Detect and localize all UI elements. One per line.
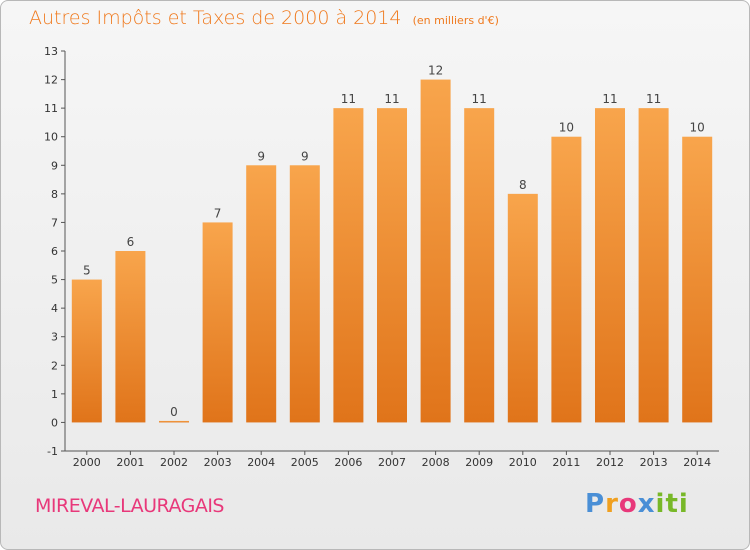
y-tick-label: 0 <box>51 416 58 429</box>
bar-2011[interactable] <box>551 136 582 423</box>
bars: 5 6 0 7 9 9 11 11 12 11 8 10 11 11 10 <box>71 64 713 423</box>
chart-title: Autres Impôts et Taxes de 2000 à 2014 <box>29 7 402 29</box>
bar-2008[interactable] <box>420 79 451 423</box>
proxiti-logo[interactable]: Proxiti <box>585 489 689 519</box>
y-tick-label: 8 <box>51 188 58 201</box>
y-tick-label: 4 <box>51 302 58 315</box>
value-label-2013: 11 <box>646 92 661 106</box>
bar-2006[interactable] <box>333 108 364 423</box>
y-tick-label: 6 <box>51 245 58 258</box>
y-tick-label: 7 <box>51 216 58 229</box>
y-tick-label: 12 <box>44 74 58 87</box>
x-tick-label: 2004 <box>247 456 275 469</box>
bar-2001[interactable] <box>115 251 146 423</box>
value-label-2001: 6 <box>127 235 135 249</box>
y-tick-label: 1 <box>51 388 58 401</box>
y-tick-label: 13 <box>44 45 58 58</box>
x-tick-label: 2008 <box>422 456 450 469</box>
bar-2004[interactable] <box>246 165 277 423</box>
x-tick-label: 2005 <box>291 456 319 469</box>
chart-subtitle: (en milliers d'€) <box>412 14 499 27</box>
x-tick-label: 2014 <box>683 456 711 469</box>
value-label-2006: 11 <box>341 92 356 106</box>
x-tick-label: 2012 <box>596 456 624 469</box>
value-label-2005: 9 <box>301 149 309 163</box>
y-tick-label: 10 <box>44 131 58 144</box>
x-tick-label: 2011 <box>552 456 580 469</box>
bar-2003[interactable] <box>202 222 233 423</box>
title-row: Autres Impôts et Taxes de 2000 à 2014 (e… <box>29 7 499 29</box>
value-label-2007: 11 <box>384 92 399 106</box>
bar-2002[interactable] <box>159 420 189 423</box>
x-tick-label: 2007 <box>378 456 406 469</box>
commune-name: MIREVAL-LAURAGAIS <box>35 495 225 517</box>
x-tick-label: 2002 <box>160 456 188 469</box>
value-label-2009: 11 <box>472 92 487 106</box>
x-tick-label: 2006 <box>334 456 362 469</box>
bar-2000[interactable] <box>71 279 102 423</box>
value-label-2012: 11 <box>602 92 617 106</box>
value-label-2003: 7 <box>214 206 222 220</box>
y-tick-label: 3 <box>51 331 58 344</box>
x-tick-label: 2003 <box>204 456 232 469</box>
bar-2009[interactable] <box>464 108 495 423</box>
y-tick-label: 9 <box>51 159 58 172</box>
bar-2013[interactable] <box>638 108 669 423</box>
value-label-2011: 10 <box>559 121 574 135</box>
x-axis: 2000 2001 2002 2003 2004 2005 2006 2007 2008 2009… <box>65 450 719 469</box>
x-tick-label: 2010 <box>509 456 537 469</box>
x-tick-label: 2009 <box>465 456 493 469</box>
y-tick-label: 2 <box>51 359 58 372</box>
x-tick-label: 2001 <box>116 456 144 469</box>
bar-2007[interactable] <box>377 108 407 423</box>
value-label-2008: 12 <box>428 64 443 78</box>
x-tick-label: 2013 <box>640 456 668 469</box>
bar-2010[interactable] <box>507 193 538 423</box>
y-tick-label: 11 <box>44 102 58 115</box>
value-label-2000: 5 <box>83 264 91 278</box>
x-tick-label: 2000 <box>73 456 101 469</box>
y-tick-label: -1 <box>47 445 58 458</box>
bar-2012[interactable] <box>595 108 625 423</box>
value-label-2004: 9 <box>257 149 265 163</box>
value-label-2002: 0 <box>170 405 178 419</box>
value-label-2010: 8 <box>519 178 527 192</box>
value-label-2014: 10 <box>690 121 705 135</box>
bar-2014[interactable] <box>682 136 713 423</box>
y-tick-label: 5 <box>51 274 58 287</box>
bar-2005[interactable] <box>289 165 320 423</box>
